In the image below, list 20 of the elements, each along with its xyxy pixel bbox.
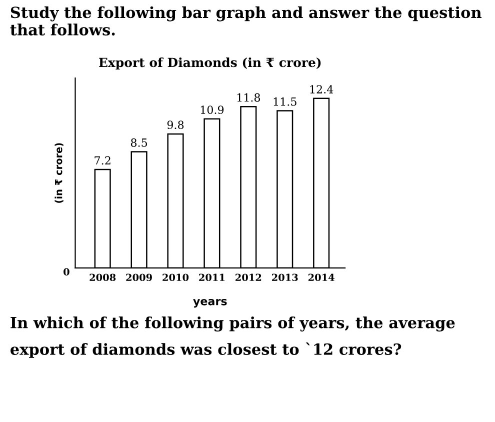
data-label: 8.5 (130, 138, 148, 147)
text: In which of the following pairs of years, the average export of diamonds was closest to `12 crores? (10, 316, 455, 358)
x-tick-label: 2012 (236, 274, 262, 282)
data-label: 11.5 (274, 97, 296, 106)
data-label: 7.2 (94, 156, 110, 165)
x-tick-label: 2011 (199, 274, 225, 282)
chart-title: Export of Diamonds (in ₹ crore) (98, 57, 321, 70)
data-label: 9.8 (167, 120, 184, 130)
data-label: 11.8 (237, 93, 260, 102)
text: Study the following bar graph and answer the question that follows. (10, 6, 482, 36)
x-tick-label: 2010 (162, 274, 189, 282)
data-label: 12.4 (310, 85, 334, 94)
x-axis-title: years (193, 298, 227, 308)
x-tick-label: 2013 (272, 274, 298, 282)
x-tick-label: 2009 (126, 274, 152, 282)
x-tick-label: 2014 (308, 274, 334, 282)
text: 0 (64, 268, 70, 276)
x-tick-label: 2008 (90, 274, 116, 282)
y-axis-title: (in ₹ crore) (54, 143, 64, 203)
data-label: 10.9 (200, 106, 224, 114)
